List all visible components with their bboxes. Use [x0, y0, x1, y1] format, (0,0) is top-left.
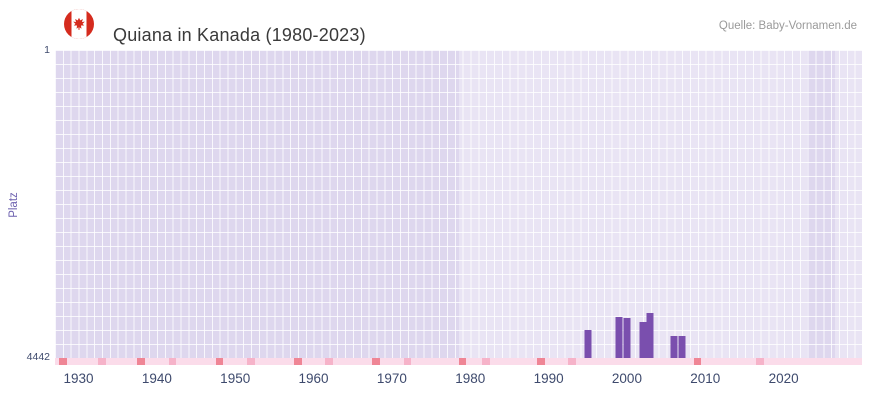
bars-layer	[55, 50, 862, 365]
timeline-strip	[55, 358, 862, 365]
timeline-mark-medium	[482, 358, 490, 365]
x-tick-label: 1930	[63, 371, 94, 386]
chart-title: Quiana in Kanada (1980-2023)	[113, 25, 366, 46]
x-tick-label: 1990	[533, 371, 564, 386]
y-tick-max: 1	[44, 44, 50, 56]
x-tick-label: 1980	[455, 371, 486, 386]
rank-bar[interactable]	[623, 317, 631, 358]
timeline-mark-dark	[693, 358, 702, 365]
x-tick-label: 2000	[611, 371, 642, 386]
timeline-mark-dark	[58, 358, 67, 365]
rank-bar[interactable]	[678, 336, 686, 358]
x-tick-label: 1950	[220, 371, 251, 386]
timeline-mark-medium	[568, 358, 577, 365]
timeline-mark-medium	[325, 358, 334, 365]
timeline-mark-medium	[403, 358, 412, 365]
x-tick-label: 1970	[376, 371, 407, 386]
timeline-mark-dark	[536, 358, 545, 365]
rank-bar[interactable]	[615, 316, 623, 358]
timeline-mark-medium	[756, 358, 765, 365]
x-axis: 1930 1940 1950 1960 1970 1980 1990 2000 2010 2020	[55, 371, 862, 391]
x-tick-label: 2020	[768, 371, 799, 386]
rank-bar[interactable]	[670, 336, 678, 358]
timeline-mark-dark	[215, 358, 224, 365]
rank-bar[interactable]	[646, 312, 654, 358]
x-tick-label: 2010	[690, 371, 721, 386]
source-attribution: Quelle: Baby-Vornamen.de	[718, 20, 857, 32]
y-axis-label: Platz	[8, 192, 20, 218]
timeline-mark-dark	[293, 358, 302, 365]
timeline-mark-dark	[137, 358, 146, 365]
rank-bar[interactable]	[584, 330, 592, 358]
x-tick-label: 1960	[298, 371, 329, 386]
x-tick-label: 1940	[141, 371, 172, 386]
plot-area[interactable]	[55, 50, 862, 365]
timeline-mark-dark	[458, 358, 467, 365]
timeline-mark-dark	[372, 358, 381, 365]
canada-flag-icon	[64, 9, 94, 39]
y-tick-min: 4442	[26, 351, 50, 363]
rank-bar[interactable]	[639, 321, 647, 358]
timeline-mark-medium	[246, 358, 255, 365]
timeline-mark-medium	[98, 358, 106, 365]
timeline-mark-medium	[168, 358, 177, 365]
